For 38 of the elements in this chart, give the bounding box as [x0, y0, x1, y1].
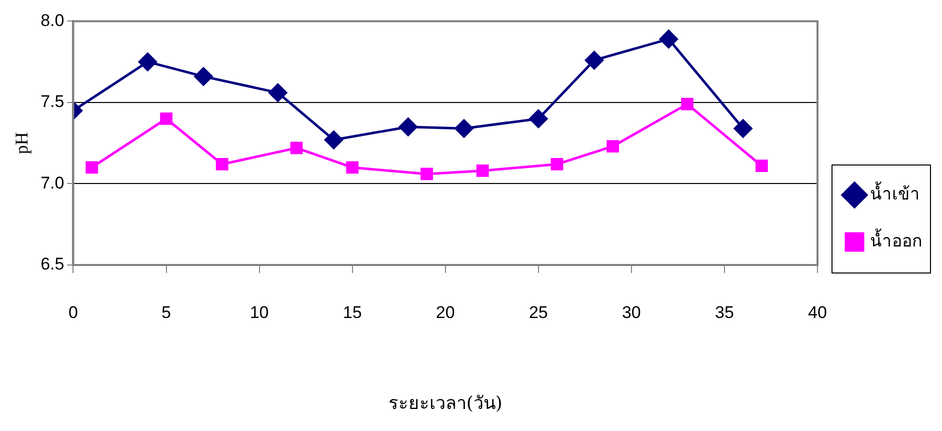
- y-tick-label: 7.5: [40, 92, 64, 112]
- point: [86, 161, 98, 174]
- point: [268, 83, 288, 102]
- point: [454, 119, 474, 138]
- x-tick-label: 25: [528, 302, 548, 322]
- point: [755, 160, 768, 172]
- point: [584, 50, 604, 70]
- point: [398, 118, 418, 136]
- legend-label: น้ำออก: [870, 228, 922, 252]
- point: [216, 158, 228, 170]
- legend-label: น้ำเข้า: [870, 181, 920, 204]
- x-tick-label: 40: [808, 302, 827, 322]
- y-tick-label: 7.0: [40, 173, 64, 192]
- x-tick-label: 15: [342, 302, 362, 322]
- x-tick-label: 5: [162, 302, 171, 322]
- point: [606, 140, 620, 153]
- point: [550, 158, 564, 170]
- y-tick-label: 8.0: [40, 10, 64, 30]
- point: [420, 168, 433, 180]
- x-tick-label: 10: [250, 302, 269, 322]
- point: [734, 119, 752, 138]
- x-tick-label: 35: [715, 302, 734, 322]
- point: [476, 164, 489, 177]
- point: [324, 130, 343, 150]
- point: [138, 52, 157, 72]
- point: [659, 30, 678, 48]
- point: [194, 67, 213, 86]
- point: [160, 112, 172, 125]
- point: [681, 98, 694, 110]
- x-tick-label: 20: [436, 302, 455, 322]
- y-axis-title: pH: [12, 132, 32, 154]
- x-tick-label: 30: [622, 302, 641, 322]
- y-tick-label: 6.5: [40, 254, 64, 274]
- point: [529, 109, 548, 128]
- x-tick-label: 0: [68, 302, 78, 322]
- point: [346, 161, 359, 174]
- point: [290, 142, 303, 154]
- x-axis-title: ระยะเวลา(วัน): [388, 392, 502, 414]
